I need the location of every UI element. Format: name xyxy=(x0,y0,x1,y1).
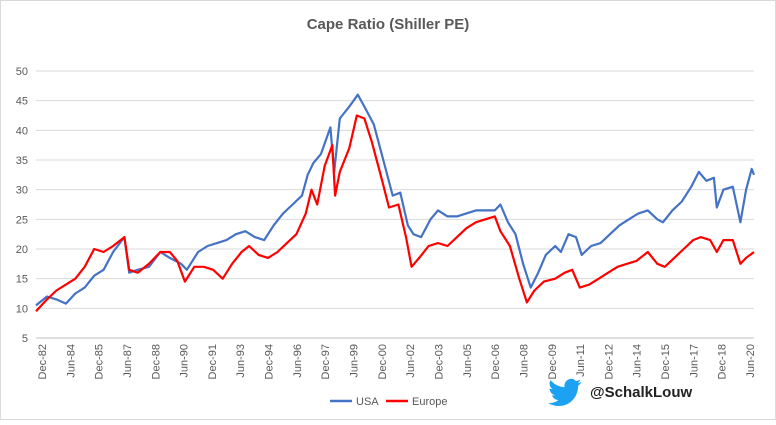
x-tick-label: Dec-91 xyxy=(207,344,219,379)
y-tick-label: 20 xyxy=(16,244,28,256)
x-tick-label: Jun-20 xyxy=(745,344,757,378)
twitter-handle: @SchalkLouw xyxy=(590,384,693,401)
y-tick-label: 15 xyxy=(16,274,28,286)
x-tick-label: Dec-06 xyxy=(490,344,502,379)
x-tick-label: Jun-90 xyxy=(179,344,191,378)
x-tick-label: Dec-15 xyxy=(660,344,672,379)
y-tick-label: 35 xyxy=(16,155,28,167)
x-tick-label: Dec-18 xyxy=(717,344,729,379)
x-tick-label: Dec-12 xyxy=(603,344,615,379)
y-tick-label: 10 xyxy=(16,303,28,315)
x-tick-label: Jun-99 xyxy=(349,344,361,378)
x-tick-label: Dec-85 xyxy=(94,344,106,379)
x-tick-label: Jun-93 xyxy=(235,344,247,378)
y-tick-label: 30 xyxy=(16,185,28,197)
series-line-europe xyxy=(35,114,755,313)
x-tick-label: Dec-88 xyxy=(150,344,162,379)
series-lines xyxy=(35,93,756,313)
y-tick-label: 25 xyxy=(16,214,28,226)
twitter-bird-icon xyxy=(548,378,582,407)
twitter-bird-shape xyxy=(548,378,582,407)
x-tick-label: Jun-08 xyxy=(518,344,530,378)
y-tick-label: 40 xyxy=(16,125,28,137)
x-tick-label: Jun-87 xyxy=(122,344,134,378)
x-tick-label: Jun-17 xyxy=(688,344,700,378)
x-tick-label: Jun-02 xyxy=(405,344,417,378)
x-axis: Dec-82 Jun-84 Dec-85 Jun-87 Dec-88 Jun-90 Dec-… xyxy=(36,337,757,379)
gridlines xyxy=(36,70,754,309)
y-axis: 5 10 15 20 25 30 35 40 45 50 xyxy=(16,66,28,345)
x-tick-label: Jun-14 xyxy=(632,344,644,378)
legend-label-usa: USA xyxy=(356,396,379,408)
x-tick-label: Dec-94 xyxy=(264,344,276,379)
x-tick-label: Dec-03 xyxy=(433,344,445,379)
chart-title: Cape Ratio (Shiller PE) xyxy=(307,16,470,33)
y-tick-label: 45 xyxy=(16,96,28,108)
x-tick-label: Jun-84 xyxy=(65,344,77,378)
x-tick-label: Dec-82 xyxy=(37,344,49,379)
legend-label-europe: Europe xyxy=(412,396,447,408)
y-tick-label: 5 xyxy=(22,333,28,345)
x-tick-label: Jun-96 xyxy=(292,344,304,378)
x-tick-label: Jun-11 xyxy=(575,344,587,377)
series-line-usa xyxy=(35,93,756,307)
x-tick-label: Dec-09 xyxy=(547,344,559,379)
legend: USA Europe xyxy=(330,396,447,408)
x-tick-label: Jun-05 xyxy=(462,344,474,378)
x-tick-label: Dec-00 xyxy=(377,344,389,379)
y-tick-label: 50 xyxy=(16,66,28,78)
x-tick-label: Dec-97 xyxy=(320,344,332,379)
